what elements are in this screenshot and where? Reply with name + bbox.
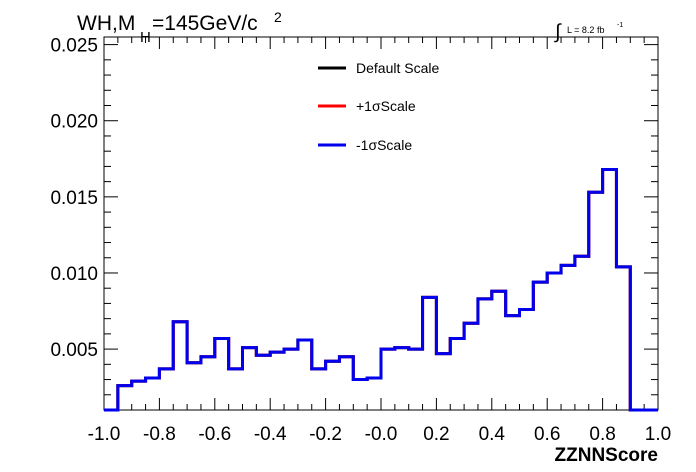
lumi-label: L = 8.2 fb <box>567 25 604 35</box>
x-tick-label: 0.8 <box>589 424 615 445</box>
x-tick-label: -0.2 <box>309 424 342 445</box>
y-tick-label: 0.010 <box>50 264 98 285</box>
title-rest: =145GeV/c <box>152 12 258 35</box>
series-minus1sigma-scale-line <box>104 167 658 412</box>
x-tick-label: -1.0 <box>88 424 121 445</box>
legend-label-default: Default Scale <box>356 60 439 76</box>
x-tick-label: -0.4 <box>254 424 287 445</box>
x-tick-label: 0.2 <box>423 424 449 445</box>
legend: Default Scale +1σScale -1σScale <box>318 60 439 153</box>
lumi-integral-symbol: ∫ <box>554 21 562 43</box>
x-tick-label: 1.0 <box>645 424 671 445</box>
y-tick-label: 0.015 <box>50 188 98 209</box>
title-superscript: 2 <box>274 9 282 25</box>
y-tick-label: 0.020 <box>50 112 98 133</box>
series-group <box>104 167 658 412</box>
legend-label-plus1sigma: +1σScale <box>356 98 416 114</box>
x-tick-label: 0.4 <box>479 424 506 445</box>
x-tick-label: -0.8 <box>143 424 176 445</box>
legend-label-minus1sigma: -1σScale <box>356 137 412 153</box>
y-tick-label: 0.005 <box>50 340 98 361</box>
axes-group: -1.0 -0.8 -0.6 -0.4 -0.2 -0.0 0.2 0.4 0.6 0.8 1.0 0… <box>50 36 671 445</box>
y-tick-label: 0.025 <box>50 36 98 57</box>
title-main: WH,M <box>77 12 135 35</box>
x-axis-label: ZZNNScore <box>555 445 658 466</box>
x-tick-label: 0.6 <box>534 424 560 445</box>
lumi-superscript: -1 <box>617 22 623 29</box>
x-tick-label: -0.6 <box>198 424 231 445</box>
x-tick-label: -0.0 <box>365 424 398 445</box>
